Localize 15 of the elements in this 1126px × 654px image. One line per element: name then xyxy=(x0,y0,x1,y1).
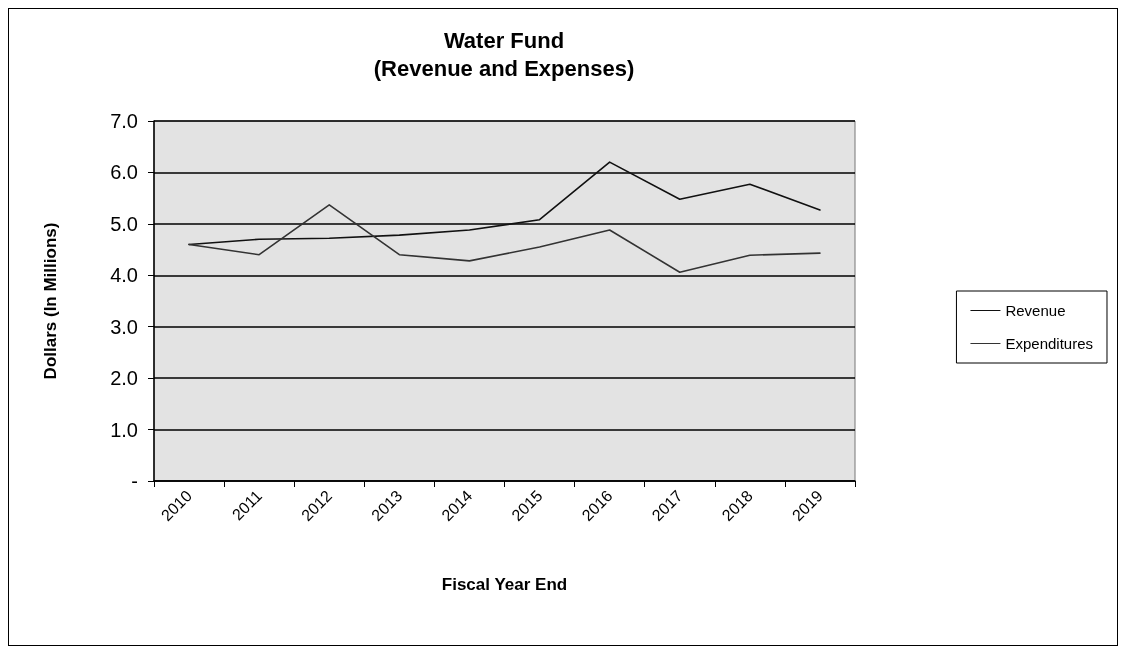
y-tick-label: 4.0 xyxy=(110,264,138,287)
y-tick-label: 3.0 xyxy=(110,315,138,338)
y-axis-title: Dollars (In Millions) xyxy=(41,222,60,380)
chart-title: Water Fund (Revenue and Expenses) xyxy=(373,27,635,81)
y-tick-label: 6.0 xyxy=(110,161,138,184)
y-tick-label: 2.0 xyxy=(110,367,138,390)
line-series xyxy=(188,204,821,273)
line-series xyxy=(188,161,821,246)
legend-label: Revenue xyxy=(1005,302,1066,319)
y-tick-label: 5.0 xyxy=(110,212,138,235)
y-tick-label: - xyxy=(131,470,138,492)
y-tick-label: 7.0 xyxy=(110,110,138,132)
x-axis-title: Fiscal Year End xyxy=(441,575,568,594)
y-tick-label: 1.0 xyxy=(110,418,138,441)
legend-label: Expenditures xyxy=(1005,335,1094,352)
